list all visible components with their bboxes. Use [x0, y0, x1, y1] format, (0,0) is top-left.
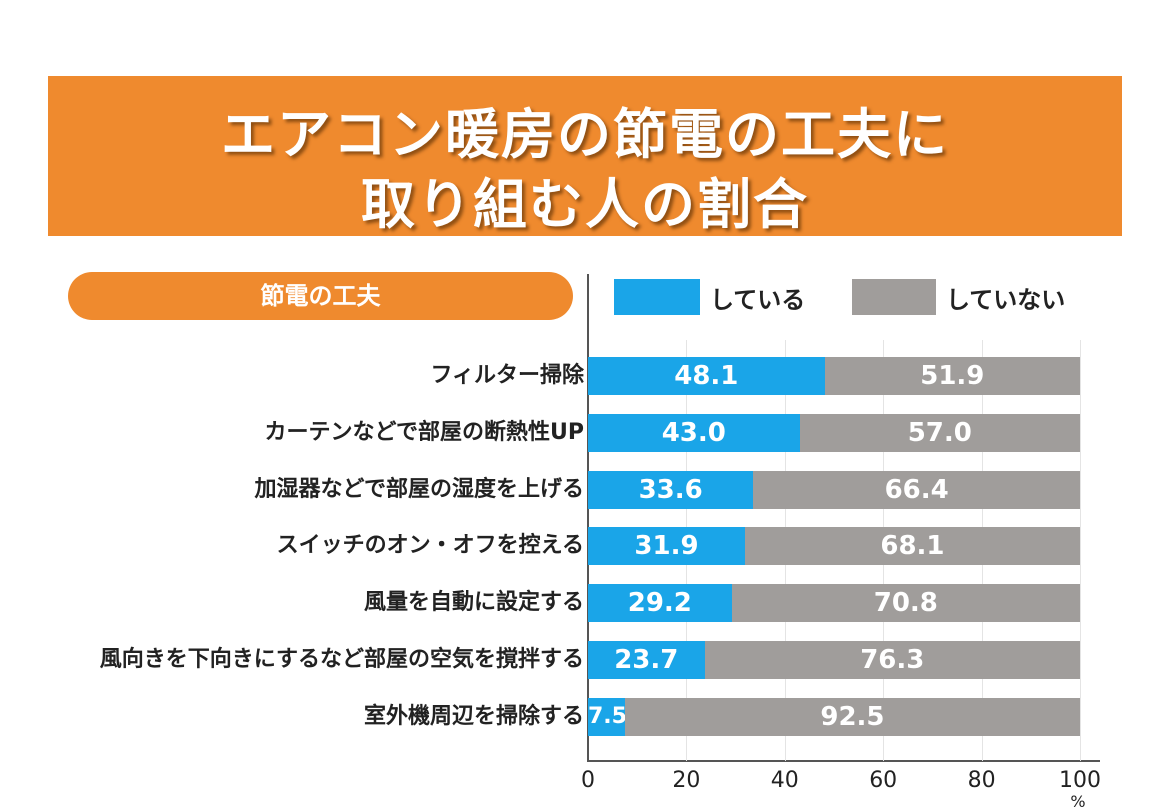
x-tick-label: 20 [672, 768, 701, 793]
legend-swatch-not-doing [852, 279, 936, 315]
category-label: スイッチのオン・オフを控える [276, 533, 584, 559]
bar-label-doing: 29.2 [627, 588, 692, 619]
bar-not-doing [799, 413, 1080, 452]
bar-doing [588, 357, 825, 395]
category-label: フィルター掃除 [430, 363, 584, 388]
chart-title-line-2: 取り組む人の割合 [361, 173, 809, 236]
bar-label-doing: 33.6 [638, 474, 703, 505]
bar-doing [588, 413, 800, 452]
category-label: 風量を自動に設定する [363, 590, 584, 616]
legend-label-not-doing: していない [946, 286, 1066, 314]
legend-swatch-doing [614, 279, 700, 315]
legend-label-doing: している [710, 286, 806, 314]
bar-label-doing: 43.0 [661, 417, 726, 448]
bar-doing [588, 584, 732, 623]
category-label: 室外機周辺を掃除する [363, 703, 584, 729]
bar-label-not-doing: 92.5 [820, 701, 885, 732]
bar-not-doing [731, 584, 1080, 623]
x-axis-unit: % [1070, 792, 1086, 811]
x-axis-line [587, 760, 1100, 762]
bar-label-not-doing: 76.3 [860, 645, 925, 675]
chart-title-line-1: エアコン暖房の節電の工夫に [221, 103, 949, 166]
bar-not-doing [824, 357, 1080, 395]
bar-label-doing: 7.5 [588, 703, 627, 729]
bar-label-doing: 23.7 [614, 645, 679, 675]
bar-label-not-doing: 70.8 [873, 588, 938, 619]
x-tick-label: 60 [869, 768, 898, 793]
bar-label-doing: 48.1 [674, 361, 739, 391]
bar-label-not-doing: 57.0 [907, 417, 972, 448]
bar-doing [588, 697, 625, 736]
category-label: 風向きを下向きにするなど部屋の空気を撹拌する [99, 647, 584, 672]
bar-label-not-doing: 51.9 [920, 361, 985, 391]
bar-not-doing [624, 697, 1080, 736]
category-label: カーテンなどで部屋の断熱性UP [264, 419, 584, 445]
category-header: 節電の工夫 [68, 272, 573, 320]
bar-doing [588, 641, 705, 679]
x-tick-label: 100 [1059, 768, 1101, 793]
x-tick-label: 40 [770, 768, 799, 793]
grid-line [1080, 340, 1081, 761]
bar-label-not-doing: 68.1 [880, 531, 945, 562]
bar-label-doing: 31.9 [634, 531, 699, 562]
x-tick-label: 0 [581, 768, 595, 793]
bar-not-doing [744, 527, 1080, 566]
bar-doing [588, 527, 745, 566]
y-axis-line [587, 274, 589, 762]
bar-not-doing [753, 470, 1080, 509]
bar-not-doing [704, 641, 1080, 679]
x-tick-label: 80 [967, 768, 996, 793]
bar-doing [588, 470, 754, 509]
bar-label-not-doing: 66.4 [884, 474, 949, 505]
title-banner: エアコン暖房の節電の工夫に 取り組む人の割合 [48, 76, 1122, 236]
category-label: 加湿器などで部屋の湿度を上げる [254, 476, 584, 502]
